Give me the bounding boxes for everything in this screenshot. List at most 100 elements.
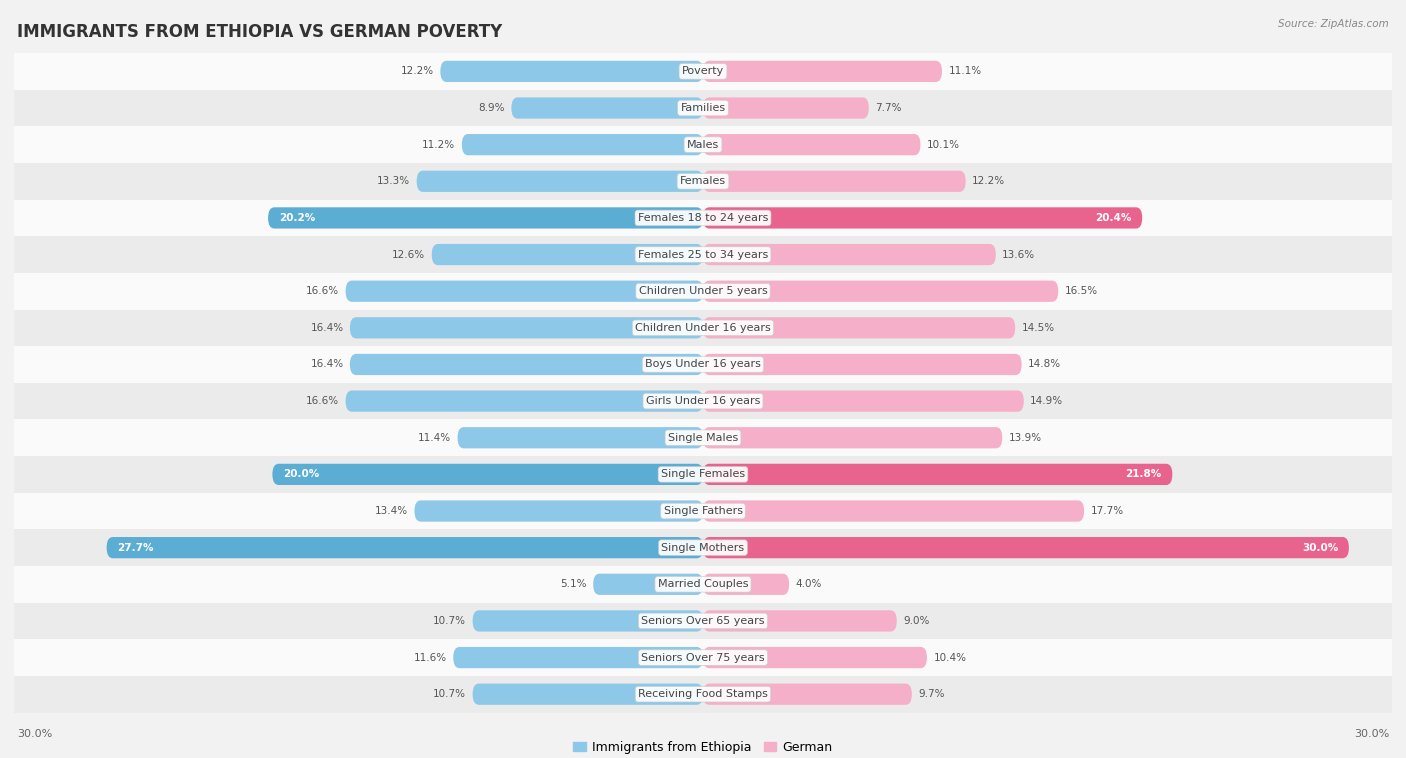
Text: 16.5%: 16.5% <box>1064 287 1098 296</box>
Text: 27.7%: 27.7% <box>117 543 153 553</box>
FancyBboxPatch shape <box>703 647 927 669</box>
Bar <box>14 273 1392 309</box>
FancyBboxPatch shape <box>269 207 703 229</box>
FancyBboxPatch shape <box>703 61 942 82</box>
Text: 10.7%: 10.7% <box>433 689 467 699</box>
Text: Girls Under 16 years: Girls Under 16 years <box>645 396 761 406</box>
Text: Children Under 5 years: Children Under 5 years <box>638 287 768 296</box>
Text: 11.4%: 11.4% <box>418 433 451 443</box>
FancyBboxPatch shape <box>512 97 703 119</box>
Text: 11.2%: 11.2% <box>422 139 456 149</box>
Bar <box>14 676 1392 713</box>
Text: 16.6%: 16.6% <box>307 396 339 406</box>
Text: IMMIGRANTS FROM ETHIOPIA VS GERMAN POVERTY: IMMIGRANTS FROM ETHIOPIA VS GERMAN POVER… <box>17 23 502 41</box>
Bar <box>14 309 1392 346</box>
Text: 16.6%: 16.6% <box>307 287 339 296</box>
FancyBboxPatch shape <box>440 61 703 82</box>
Text: Poverty: Poverty <box>682 67 724 77</box>
FancyBboxPatch shape <box>703 317 1015 339</box>
Text: 11.6%: 11.6% <box>413 653 447 662</box>
FancyBboxPatch shape <box>703 464 1173 485</box>
Text: 16.4%: 16.4% <box>311 323 343 333</box>
FancyBboxPatch shape <box>703 427 1002 449</box>
Text: 9.0%: 9.0% <box>903 616 929 626</box>
Text: Single Fathers: Single Fathers <box>664 506 742 516</box>
Text: Source: ZipAtlas.com: Source: ZipAtlas.com <box>1278 19 1389 29</box>
Text: 16.4%: 16.4% <box>311 359 343 369</box>
FancyBboxPatch shape <box>415 500 703 522</box>
Bar <box>14 53 1392 89</box>
Text: 12.2%: 12.2% <box>401 67 434 77</box>
Bar <box>14 603 1392 639</box>
FancyBboxPatch shape <box>703 500 1084 522</box>
Text: 7.7%: 7.7% <box>875 103 901 113</box>
FancyBboxPatch shape <box>703 390 1024 412</box>
Bar <box>14 639 1392 676</box>
Bar <box>14 127 1392 163</box>
Bar <box>14 566 1392 603</box>
FancyBboxPatch shape <box>703 244 995 265</box>
Bar <box>14 89 1392 127</box>
Text: 13.3%: 13.3% <box>377 177 411 186</box>
Text: 10.7%: 10.7% <box>433 616 467 626</box>
Text: 30.0%: 30.0% <box>1354 729 1389 739</box>
Text: 9.7%: 9.7% <box>918 689 945 699</box>
FancyBboxPatch shape <box>346 280 703 302</box>
FancyBboxPatch shape <box>703 280 1059 302</box>
Text: Single Females: Single Females <box>661 469 745 479</box>
Bar <box>14 456 1392 493</box>
FancyBboxPatch shape <box>432 244 703 265</box>
Text: Single Males: Single Males <box>668 433 738 443</box>
FancyBboxPatch shape <box>107 537 703 559</box>
Text: 30.0%: 30.0% <box>1302 543 1339 553</box>
Text: Females 18 to 24 years: Females 18 to 24 years <box>638 213 768 223</box>
Text: Males: Males <box>688 139 718 149</box>
Bar <box>14 236 1392 273</box>
Text: 8.9%: 8.9% <box>478 103 505 113</box>
Text: 17.7%: 17.7% <box>1091 506 1123 516</box>
FancyBboxPatch shape <box>703 684 912 705</box>
Bar <box>14 419 1392 456</box>
FancyBboxPatch shape <box>453 647 703 669</box>
Text: 12.6%: 12.6% <box>392 249 425 259</box>
Text: Receiving Food Stamps: Receiving Food Stamps <box>638 689 768 699</box>
Text: Seniors Over 65 years: Seniors Over 65 years <box>641 616 765 626</box>
FancyBboxPatch shape <box>703 354 1022 375</box>
Bar <box>14 493 1392 529</box>
Text: 14.8%: 14.8% <box>1028 359 1062 369</box>
Text: Seniors Over 75 years: Seniors Over 75 years <box>641 653 765 662</box>
Text: Families: Families <box>681 103 725 113</box>
Text: 14.9%: 14.9% <box>1031 396 1063 406</box>
FancyBboxPatch shape <box>350 354 703 375</box>
Text: 12.2%: 12.2% <box>972 177 1005 186</box>
Text: 21.8%: 21.8% <box>1125 469 1161 479</box>
Text: Boys Under 16 years: Boys Under 16 years <box>645 359 761 369</box>
Text: Females 25 to 34 years: Females 25 to 34 years <box>638 249 768 259</box>
Text: 10.1%: 10.1% <box>927 139 960 149</box>
FancyBboxPatch shape <box>416 171 703 192</box>
Text: Females: Females <box>681 177 725 186</box>
Text: 13.4%: 13.4% <box>375 506 408 516</box>
Legend: Immigrants from Ethiopia, German: Immigrants from Ethiopia, German <box>568 736 838 758</box>
Text: 30.0%: 30.0% <box>17 729 52 739</box>
Text: 14.5%: 14.5% <box>1022 323 1054 333</box>
FancyBboxPatch shape <box>703 97 869 119</box>
FancyBboxPatch shape <box>703 171 966 192</box>
Bar <box>14 529 1392 566</box>
FancyBboxPatch shape <box>472 610 703 631</box>
Text: Single Mothers: Single Mothers <box>661 543 745 553</box>
FancyBboxPatch shape <box>472 684 703 705</box>
Text: 10.4%: 10.4% <box>934 653 966 662</box>
Text: 13.6%: 13.6% <box>1002 249 1035 259</box>
FancyBboxPatch shape <box>350 317 703 339</box>
FancyBboxPatch shape <box>703 574 789 595</box>
FancyBboxPatch shape <box>703 537 1348 559</box>
Bar <box>14 383 1392 419</box>
Bar <box>14 163 1392 199</box>
Bar <box>14 199 1392 236</box>
Text: 20.4%: 20.4% <box>1095 213 1132 223</box>
Text: Children Under 16 years: Children Under 16 years <box>636 323 770 333</box>
Text: 11.1%: 11.1% <box>949 67 981 77</box>
FancyBboxPatch shape <box>461 134 703 155</box>
Text: 5.1%: 5.1% <box>560 579 586 589</box>
